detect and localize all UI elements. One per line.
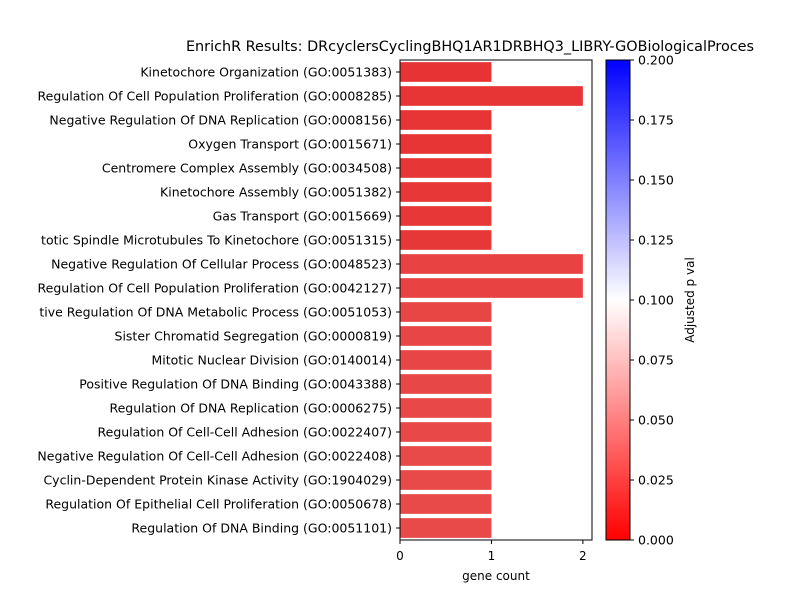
category-label: Regulation Of DNA Binding (GO:0051101) xyxy=(131,521,392,536)
plot-frame xyxy=(399,59,593,541)
category-label: Centromere Complex Assembly (GO:0034508) xyxy=(102,161,392,176)
colorbar-tick-label: 0.100 xyxy=(638,293,674,308)
bar xyxy=(400,158,492,178)
category-label: Cyclin-Dependent Protein Kinase Activity… xyxy=(43,473,392,488)
x-tick-label: 2 xyxy=(579,549,587,563)
bar xyxy=(400,278,583,298)
bar xyxy=(400,182,492,202)
bars-group xyxy=(400,62,583,538)
x-tick-label: 0 xyxy=(396,549,404,563)
colorbar-gradient xyxy=(605,59,631,541)
category-label: Gas Transport (GO:0015669) xyxy=(213,209,392,224)
colorbar-tick-label: 0.200 xyxy=(638,53,674,68)
x-axis: 0 1 2 xyxy=(396,540,587,563)
category-label: Mitotic Nuclear Division (GO:0140014) xyxy=(151,353,392,368)
category-label: Regulation Of Cell-Cell Adhesion (GO:002… xyxy=(98,425,393,440)
bar xyxy=(400,326,492,346)
x-tick-label: 1 xyxy=(488,549,496,563)
colorbar-tick-label: 0.175 xyxy=(638,113,674,128)
bar xyxy=(400,134,492,154)
category-label: Kinetochore Organization (GO:0051383) xyxy=(140,65,392,80)
bar xyxy=(400,374,492,394)
bar xyxy=(400,398,492,418)
bar xyxy=(400,350,492,370)
bar xyxy=(400,62,492,82)
category-label: tive Regulation Of DNA Metabolic Process… xyxy=(39,305,392,320)
category-label: Negative Regulation Of Cell-Cell Adhesio… xyxy=(37,449,392,464)
colorbar-tick-label: 0.025 xyxy=(638,473,674,488)
colorbar-tick-label: 0.125 xyxy=(638,233,674,248)
bar xyxy=(400,494,492,514)
bar xyxy=(400,302,492,322)
category-label: totic Spindle Microtubules To Kinetochor… xyxy=(41,233,392,248)
bar xyxy=(400,518,492,538)
bar xyxy=(400,110,492,130)
colorbar-tick-label: 0.075 xyxy=(638,353,674,368)
colorbar: 0.000 0.025 0.050 0.075 0.100 0.125 0.150 0.175… xyxy=(605,53,697,548)
category-label: Positive Regulation Of DNA Binding (GO:0… xyxy=(79,377,392,392)
bar xyxy=(400,422,492,442)
bar xyxy=(400,254,583,274)
chart-title: EnrichR Results: DRcyclersCyclingBHQ1AR1… xyxy=(186,39,754,55)
colorbar-tick-label: 0.000 xyxy=(638,533,674,548)
category-label: Sister Chromatid Segregation (GO:0000819… xyxy=(115,329,392,344)
category-label: Negative Regulation Of Cellular Process … xyxy=(51,257,392,272)
bar xyxy=(400,470,492,490)
category-label: Regulation Of Epithelial Cell Proliferat… xyxy=(45,497,392,512)
category-label: Oxygen Transport (GO:0015671) xyxy=(188,137,392,152)
x-axis-label: gene count xyxy=(462,569,530,583)
bar xyxy=(400,86,583,106)
category-label: Regulation Of Cell Population Proliferat… xyxy=(38,89,392,104)
colorbar-tick-label: 0.050 xyxy=(638,413,674,428)
colorbar-tick-label: 0.150 xyxy=(638,173,674,188)
bar xyxy=(400,230,492,250)
category-labels: Kinetochore Organization (GO:0051383) Reg… xyxy=(37,65,400,536)
bar xyxy=(400,206,492,226)
category-label: Negative Regulation Of DNA Replication (… xyxy=(49,113,392,128)
bar xyxy=(400,446,492,466)
colorbar-label: Adjusted p val xyxy=(683,257,697,343)
category-label: Kinetochore Assembly (GO:0051382) xyxy=(160,185,392,200)
category-label: Regulation Of Cell Population Proliferat… xyxy=(38,281,392,296)
category-label: Regulation Of DNA Replication (GO:000627… xyxy=(109,401,392,416)
colorbar-ticks: 0.000 0.025 0.050 0.075 0.100 0.125 0.150 0.175… xyxy=(630,53,674,548)
